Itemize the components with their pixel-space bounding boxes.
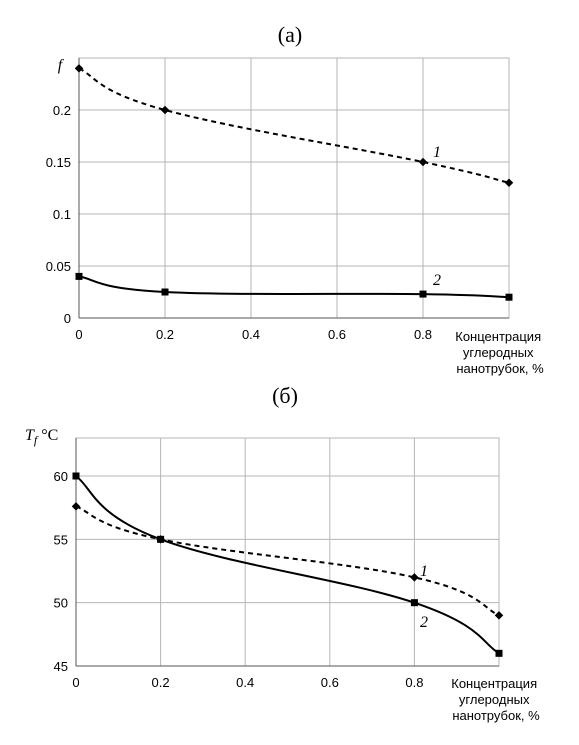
x-tick-label-a-2: 0.4: [242, 327, 260, 342]
curve-label-b-2: 2: [420, 614, 428, 631]
y-axis-label-b-sub: f: [34, 433, 39, 447]
series-b: [71, 472, 504, 657]
x-axis-label-a: Концентрация углеродных нанотрубок, %: [455, 329, 544, 376]
data-point-a-2-2: [419, 290, 427, 298]
data-point-b-2-1: [157, 535, 165, 543]
grid-a: [78, 57, 510, 319]
y-axis-label-a: f: [58, 57, 65, 74]
plot-frame-a: [78, 57, 510, 319]
y-tick-label-a-1: 0.05: [46, 259, 71, 274]
y-tick-label-b-1: 50: [54, 596, 68, 611]
y-tick-label-a-2: 0.1: [53, 207, 71, 222]
data-point-a-2-3: [505, 293, 513, 301]
x-axis-label-b-line3: нанотрубок, %: [452, 708, 540, 723]
x-tick-label-b-0: 0: [72, 675, 79, 690]
y-ticks-b: 45 50 55 60: [54, 469, 68, 674]
x-ticks-a: 0 0.2 0.4 0.6 0.8: [75, 327, 432, 342]
x-tick-label-a-1: 0.2: [156, 327, 174, 342]
y-tick-label-a-0: 0: [64, 311, 71, 326]
data-point-a-2-0: [75, 272, 83, 280]
x-axis-label-b-line2: углеродных: [459, 692, 530, 707]
panel-label-b: (б): [272, 383, 298, 408]
y-tick-label-a-4: 0.2: [53, 103, 71, 118]
chart-a: (а) f 0 0.05 0.1 0.15 0.2 0 0.2 0.4 0.6 0.8 Конц…: [46, 22, 544, 376]
x-tick-label-a-3: 0.6: [328, 327, 346, 342]
x-axis-label-b-line1: Концентрация: [451, 676, 537, 691]
y-axis-label-b-main: T: [25, 427, 35, 444]
panel-label-a: (а): [278, 22, 302, 47]
data-point-b-1-0: [71, 502, 81, 511]
curve-label-a-1: 1: [433, 144, 441, 161]
y-axis-label-b: Tf °C: [25, 427, 58, 447]
y-tick-label-b-2: 55: [54, 532, 68, 547]
data-point-a-2-1: [161, 288, 169, 296]
x-tick-label-b-1: 0.2: [152, 675, 170, 690]
series-line-a-2: [78, 275, 510, 299]
data-point-a-1-1: [160, 105, 170, 115]
x-axis-label-a-line3: нанотрубок, %: [456, 361, 544, 376]
data-point-b-1-2: [410, 573, 419, 582]
data-point-b-2-3: [495, 649, 503, 657]
y-tick-label-a-3: 0.15: [46, 155, 71, 170]
x-tick-label-b-2: 0.4: [236, 675, 254, 690]
y-axis-label-b-unit: °C: [41, 427, 58, 444]
series-line-b-2: [75, 475, 500, 655]
data-point-a-1-0: [74, 64, 84, 73]
x-axis-label-a-line2: углеродных: [463, 345, 534, 360]
data-point-a-1-3: [504, 178, 514, 188]
chart-b: (б) Tf °C 45 50 55 60 0 0.2 0.4 0.6 0.8 Концентр…: [25, 383, 540, 723]
x-ticks-b: 0 0.2 0.4 0.6 0.8: [72, 675, 423, 690]
x-tick-label-b-4: 0.8: [405, 675, 423, 690]
y-tick-label-b-0: 45: [54, 659, 68, 674]
data-point-b-1-3: [494, 611, 504, 620]
curve-label-b-1: 1: [420, 563, 428, 580]
x-axis-label-a-line1: Концентрация: [455, 329, 541, 344]
data-point-b-2-0: [72, 472, 80, 480]
x-axis-label-b: Концентрация углеродных нанотрубок, %: [451, 676, 540, 723]
x-tick-label-a-4: 0.8: [414, 327, 432, 342]
series-line-b-1: [75, 505, 500, 617]
grid-b: [75, 437, 500, 667]
series-line-a-1: [78, 67, 510, 184]
series-a: [74, 64, 514, 301]
plot-frame-b: [75, 437, 500, 667]
data-point-b-2-2: [410, 599, 418, 607]
x-tick-label-a-0: 0: [75, 327, 82, 342]
x-tick-label-b-3: 0.6: [321, 675, 339, 690]
curve-label-a-2: 2: [433, 272, 441, 289]
y-tick-label-b-3: 60: [54, 469, 68, 484]
data-point-a-1-2: [418, 157, 428, 167]
y-ticks-a: 0 0.05 0.1 0.15 0.2: [46, 103, 71, 326]
